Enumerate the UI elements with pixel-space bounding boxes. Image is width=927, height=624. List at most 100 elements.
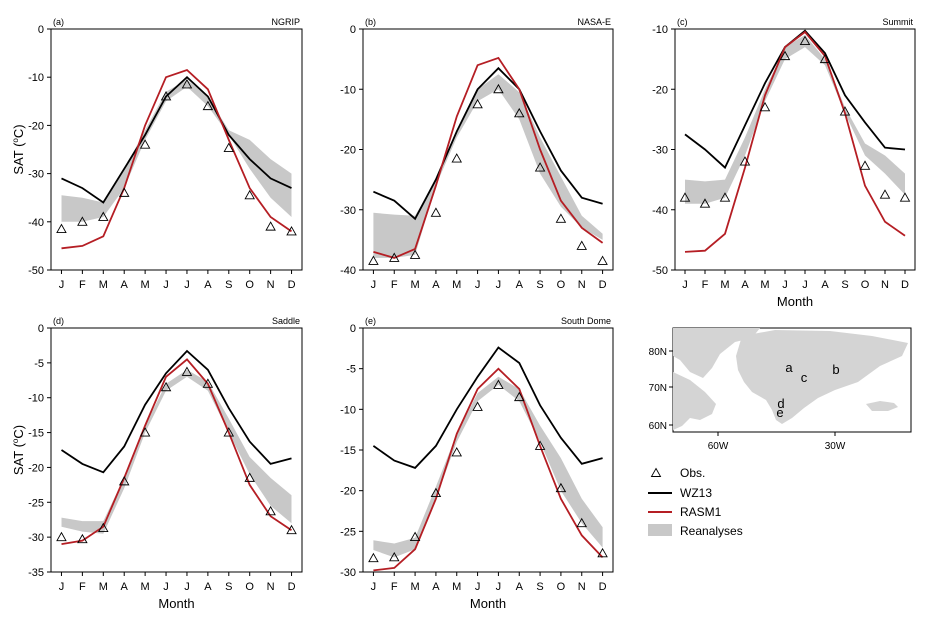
legend-wz13-label: WZ13 [680, 486, 712, 500]
obs-marker [265, 221, 276, 231]
y-tick-label: -30 [28, 169, 44, 181]
map-lat-label: 70N [649, 383, 667, 394]
x-tick-label: A [432, 581, 440, 593]
panel-letter: (a) [53, 17, 64, 27]
obs-marker [244, 189, 255, 200]
x-tick-label: A [821, 279, 829, 291]
panel-letter: (c) [677, 17, 688, 27]
x-tick-label: M [99, 581, 108, 593]
map-site-label-e: e [776, 405, 783, 420]
obs-marker [879, 189, 891, 199]
reanalyses-band [373, 376, 603, 558]
obs-marker [118, 187, 130, 197]
obs-marker [534, 162, 546, 172]
greenland-land [736, 330, 908, 424]
obs-marker [244, 472, 255, 482]
x-tick-label: F [391, 581, 398, 593]
obs-marker [286, 524, 297, 535]
x-tick-label: N [267, 279, 275, 291]
plot-frame [674, 28, 916, 271]
panel-nasa-e: 0-10-20-30-40J F M A M J J A S O N D(b) NASA-E [340, 17, 614, 291]
x-tick-label: A [204, 581, 212, 593]
obs-marker [160, 381, 172, 392]
obs-marker [368, 255, 379, 265]
legend-rasm1-label: RASM1 [680, 505, 722, 519]
obs-marker [472, 401, 483, 411]
y-tick-label: -40 [28, 217, 44, 229]
x-tick-label: M [410, 581, 419, 593]
obs-marker [597, 547, 608, 558]
y-tick-label: -40 [652, 205, 668, 217]
x-tick-label: S [841, 279, 848, 291]
x-tick-label: S [536, 581, 543, 593]
plot-frame [50, 28, 303, 271]
obs-marker [202, 100, 214, 111]
y-tick-label: 0 [350, 323, 356, 335]
greenland-map-panel: 80N 70N 60N 60W 30W a b c de [649, 327, 912, 452]
obs-marker [181, 366, 193, 376]
legend-obs-label: Obs. [680, 466, 705, 480]
x-tick-label: O [245, 581, 254, 593]
x-tick-label: J [475, 581, 481, 593]
legend-obs-marker [650, 467, 662, 477]
obs-marker [118, 475, 130, 486]
x-tick-label: O [557, 581, 566, 593]
x-tick-label: F [79, 581, 86, 593]
x-tick-label: M [141, 279, 150, 291]
obs-marker [451, 153, 463, 163]
y-tick-label: -20 [340, 486, 356, 498]
obs-marker [534, 440, 546, 450]
obs-marker [286, 226, 297, 236]
y-tick-label: -50 [28, 265, 44, 277]
x-tick-label: O [861, 279, 870, 291]
map-lat-label: 80N [649, 347, 667, 358]
y-tick-label: 0 [38, 24, 44, 36]
map-site-label-c: c [801, 370, 808, 385]
obs-marker [56, 531, 67, 542]
obs-marker [430, 207, 442, 217]
obs-marker [181, 79, 193, 89]
x-tick-label: A [432, 279, 440, 291]
map-land [673, 328, 908, 430]
wz13-line [61, 75, 292, 204]
obs-marker [472, 98, 483, 109]
map-lon-label: 60W [708, 441, 729, 452]
x-tick-label: S [536, 279, 543, 291]
obs-marker [576, 240, 588, 250]
x-tick-label: D [901, 279, 909, 291]
y-axis-label-unit: C) [11, 425, 26, 439]
x-tick-label: J [184, 581, 190, 593]
obs-marker [719, 192, 731, 202]
x-tick-label: M [99, 279, 108, 291]
ellesmere-land [673, 328, 760, 378]
obs-marker [739, 156, 751, 166]
rasm1-line [684, 30, 906, 253]
obs-marker [779, 50, 791, 61]
obs-marker [799, 35, 811, 45]
panel-south-dome: 0-5-10-15-20-25-30J F M A M J J A S O N D(e) South D… [340, 316, 614, 611]
x-tick-label: O [245, 279, 254, 291]
y-tick-label: -25 [340, 526, 356, 538]
y-tick-label: -30 [652, 145, 668, 157]
obs-marker [430, 487, 442, 498]
obs-marker [899, 192, 911, 202]
map-lat-label: 60N [649, 421, 667, 432]
x-tick-label: J [371, 279, 377, 291]
wz13-line [372, 346, 603, 469]
panel-ngrip: 0-10-20-30-40-50J F M A M J J A S O N D(a) NGRIPSAT … [11, 17, 303, 291]
degree-sign: o [11, 138, 20, 143]
y-axis-label-main: SAT ( [11, 442, 26, 475]
y-tick-label: -35 [28, 567, 44, 579]
y-tick-label: -30 [340, 205, 356, 217]
obs-marker [98, 211, 109, 221]
map-site-label-a: a [785, 360, 793, 375]
panel-summit: -10-20-30-40-50J F M A M J J A S O N D(c) SummitMont… [652, 17, 916, 309]
y-tick-label: -20 [340, 145, 356, 157]
x-tick-label: J [163, 581, 169, 593]
plot-frame [362, 327, 614, 573]
x-tick-label: A [516, 581, 524, 593]
obs-marker [265, 505, 276, 516]
x-tick-label: A [121, 581, 129, 593]
plot-frame [50, 327, 303, 573]
